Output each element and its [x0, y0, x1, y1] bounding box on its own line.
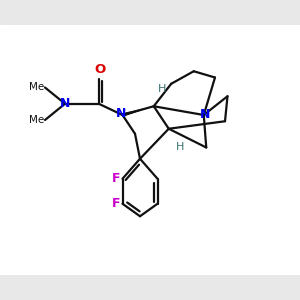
Text: N: N	[116, 107, 126, 120]
Text: Me: Me	[28, 82, 44, 92]
Text: Me: Me	[28, 115, 44, 125]
Text: O: O	[94, 63, 106, 76]
Polygon shape	[122, 106, 154, 117]
Text: H: H	[158, 84, 166, 94]
Text: F: F	[112, 172, 120, 185]
Text: N: N	[200, 109, 210, 122]
Text: H: H	[176, 142, 184, 152]
Text: F: F	[112, 197, 120, 210]
Text: N: N	[60, 97, 70, 110]
